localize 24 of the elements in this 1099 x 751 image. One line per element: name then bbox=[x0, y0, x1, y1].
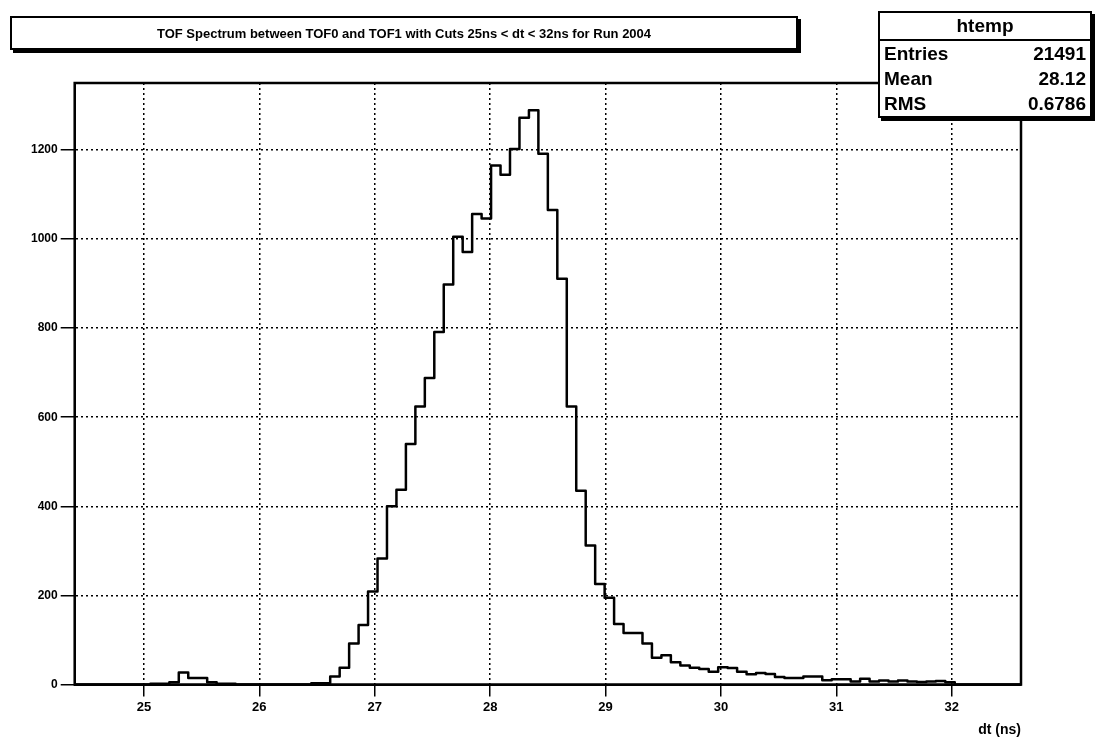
text: 28.12 bbox=[1038, 67, 1086, 91]
text: htemp bbox=[880, 13, 1090, 41]
x-tick-label: 31 bbox=[829, 698, 844, 714]
annotation: Mean bbox=[884, 67, 933, 91]
x-axis-title: dt (ns) bbox=[978, 721, 1021, 738]
text: Entries bbox=[884, 42, 949, 66]
text: 0.6786 bbox=[1027, 92, 1086, 116]
y-tick-label: 200 bbox=[37, 587, 59, 602]
x-tick-label: 25 bbox=[136, 698, 152, 714]
y-tick-label: 400 bbox=[37, 498, 59, 513]
x-tick-label: 29 bbox=[598, 698, 613, 714]
y-tick-label: 600 bbox=[37, 409, 59, 424]
text: 21491 bbox=[1033, 42, 1086, 66]
chart-title: TOF Spectrum between TOF0 and TOF1 with Cuts 25ns < dt < 32ns for Run 2004 bbox=[10, 16, 798, 50]
y-tick-label: 1200 bbox=[30, 142, 59, 157]
x-tick-label: 27 bbox=[367, 698, 382, 714]
x-tick-label: 32 bbox=[944, 698, 959, 714]
x-tick-label: 26 bbox=[252, 698, 267, 714]
x-tick-label: 28 bbox=[482, 698, 498, 714]
y-tick-label: 0 bbox=[51, 676, 59, 691]
y-tick-label: 800 bbox=[37, 320, 59, 335]
annotation: RMS bbox=[884, 92, 927, 116]
x-tick-label: 30 bbox=[713, 698, 729, 714]
y-tick-label: 1000 bbox=[30, 231, 59, 246]
